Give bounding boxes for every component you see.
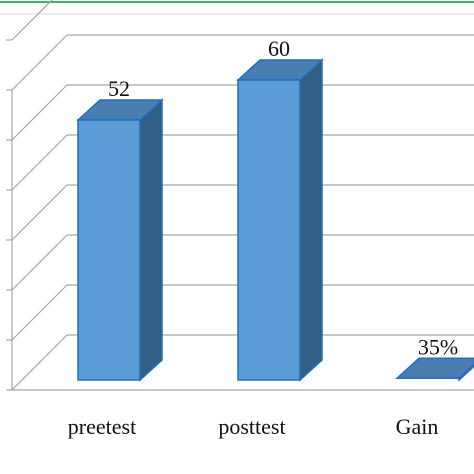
data-label: 52	[108, 76, 130, 101]
bar-front	[237, 79, 301, 381]
bar-gain	[395, 357, 474, 382]
bars	[76, 58, 474, 382]
data-label: 35%	[418, 334, 458, 359]
category-label: Gain	[396, 414, 439, 439]
data-label: 60	[268, 36, 290, 61]
grid-diagonal	[11, 284, 68, 341]
bar-posttest	[236, 58, 324, 382]
category-label: posttest	[218, 414, 285, 439]
bar-front	[77, 119, 141, 381]
bar-side	[139, 98, 163, 382]
category-label: preetest	[68, 414, 136, 439]
labels: 52 preetest 60 posttest 35% Gain	[68, 36, 458, 439]
grid-diagonal	[11, 184, 68, 241]
grid-diagonal	[11, 34, 68, 91]
grid-diagonal	[11, 84, 68, 141]
bar-top	[395, 357, 474, 379]
grid-diagonal	[11, 0, 53, 41]
grid-diagonal	[11, 334, 68, 391]
grid-diagonal	[11, 234, 68, 291]
grid-diagonal	[11, 134, 68, 191]
bar-preetest	[76, 98, 164, 382]
bar-side	[299, 58, 323, 382]
